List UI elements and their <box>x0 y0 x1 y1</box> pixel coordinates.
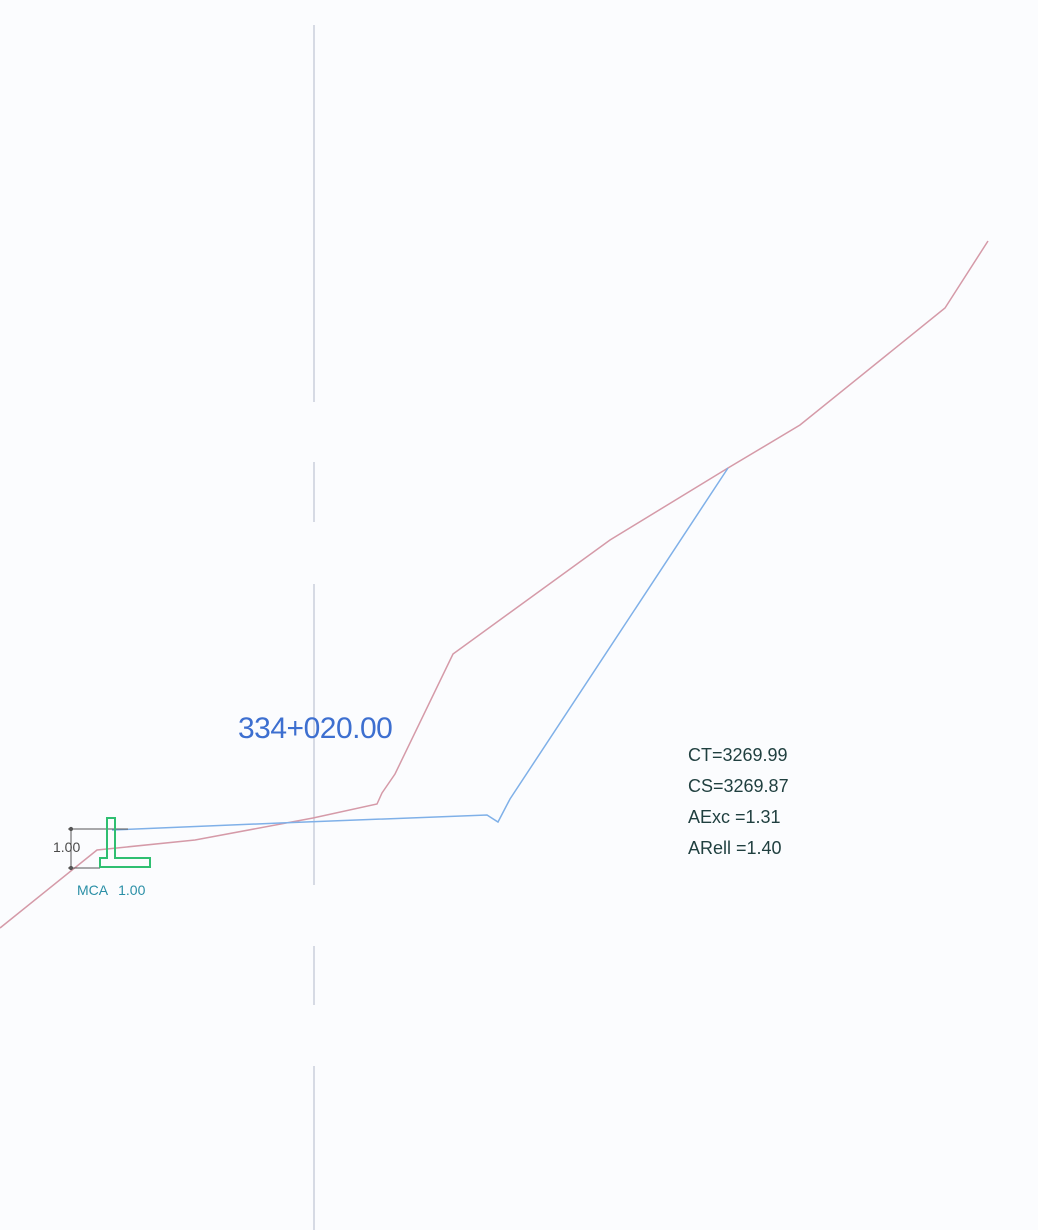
ct-value: CT=3269.99 <box>688 745 788 765</box>
excavation-area-value: AExc =1.31 <box>688 807 781 827</box>
wall-type-code: MCA <box>77 882 109 898</box>
design-section-line <box>111 467 729 831</box>
wall-dimension-marker <box>68 826 128 871</box>
terrain-profile-line <box>0 240 989 929</box>
cs-value: CS=3269.87 <box>688 776 789 796</box>
wall-type-size: 1.00 <box>118 882 146 898</box>
retaining-wall-shape <box>99 817 151 868</box>
wall-height-label: 1.00 <box>53 839 81 855</box>
wall-type-label: MCA 1.00 <box>77 882 145 898</box>
station-label: 334+020.00 <box>238 712 393 745</box>
fill-area-value: ARell =1.40 <box>688 838 782 858</box>
section-info-block: CT=3269.99 CS=3269.87 AExc =1.31 ARell =… <box>688 740 789 864</box>
